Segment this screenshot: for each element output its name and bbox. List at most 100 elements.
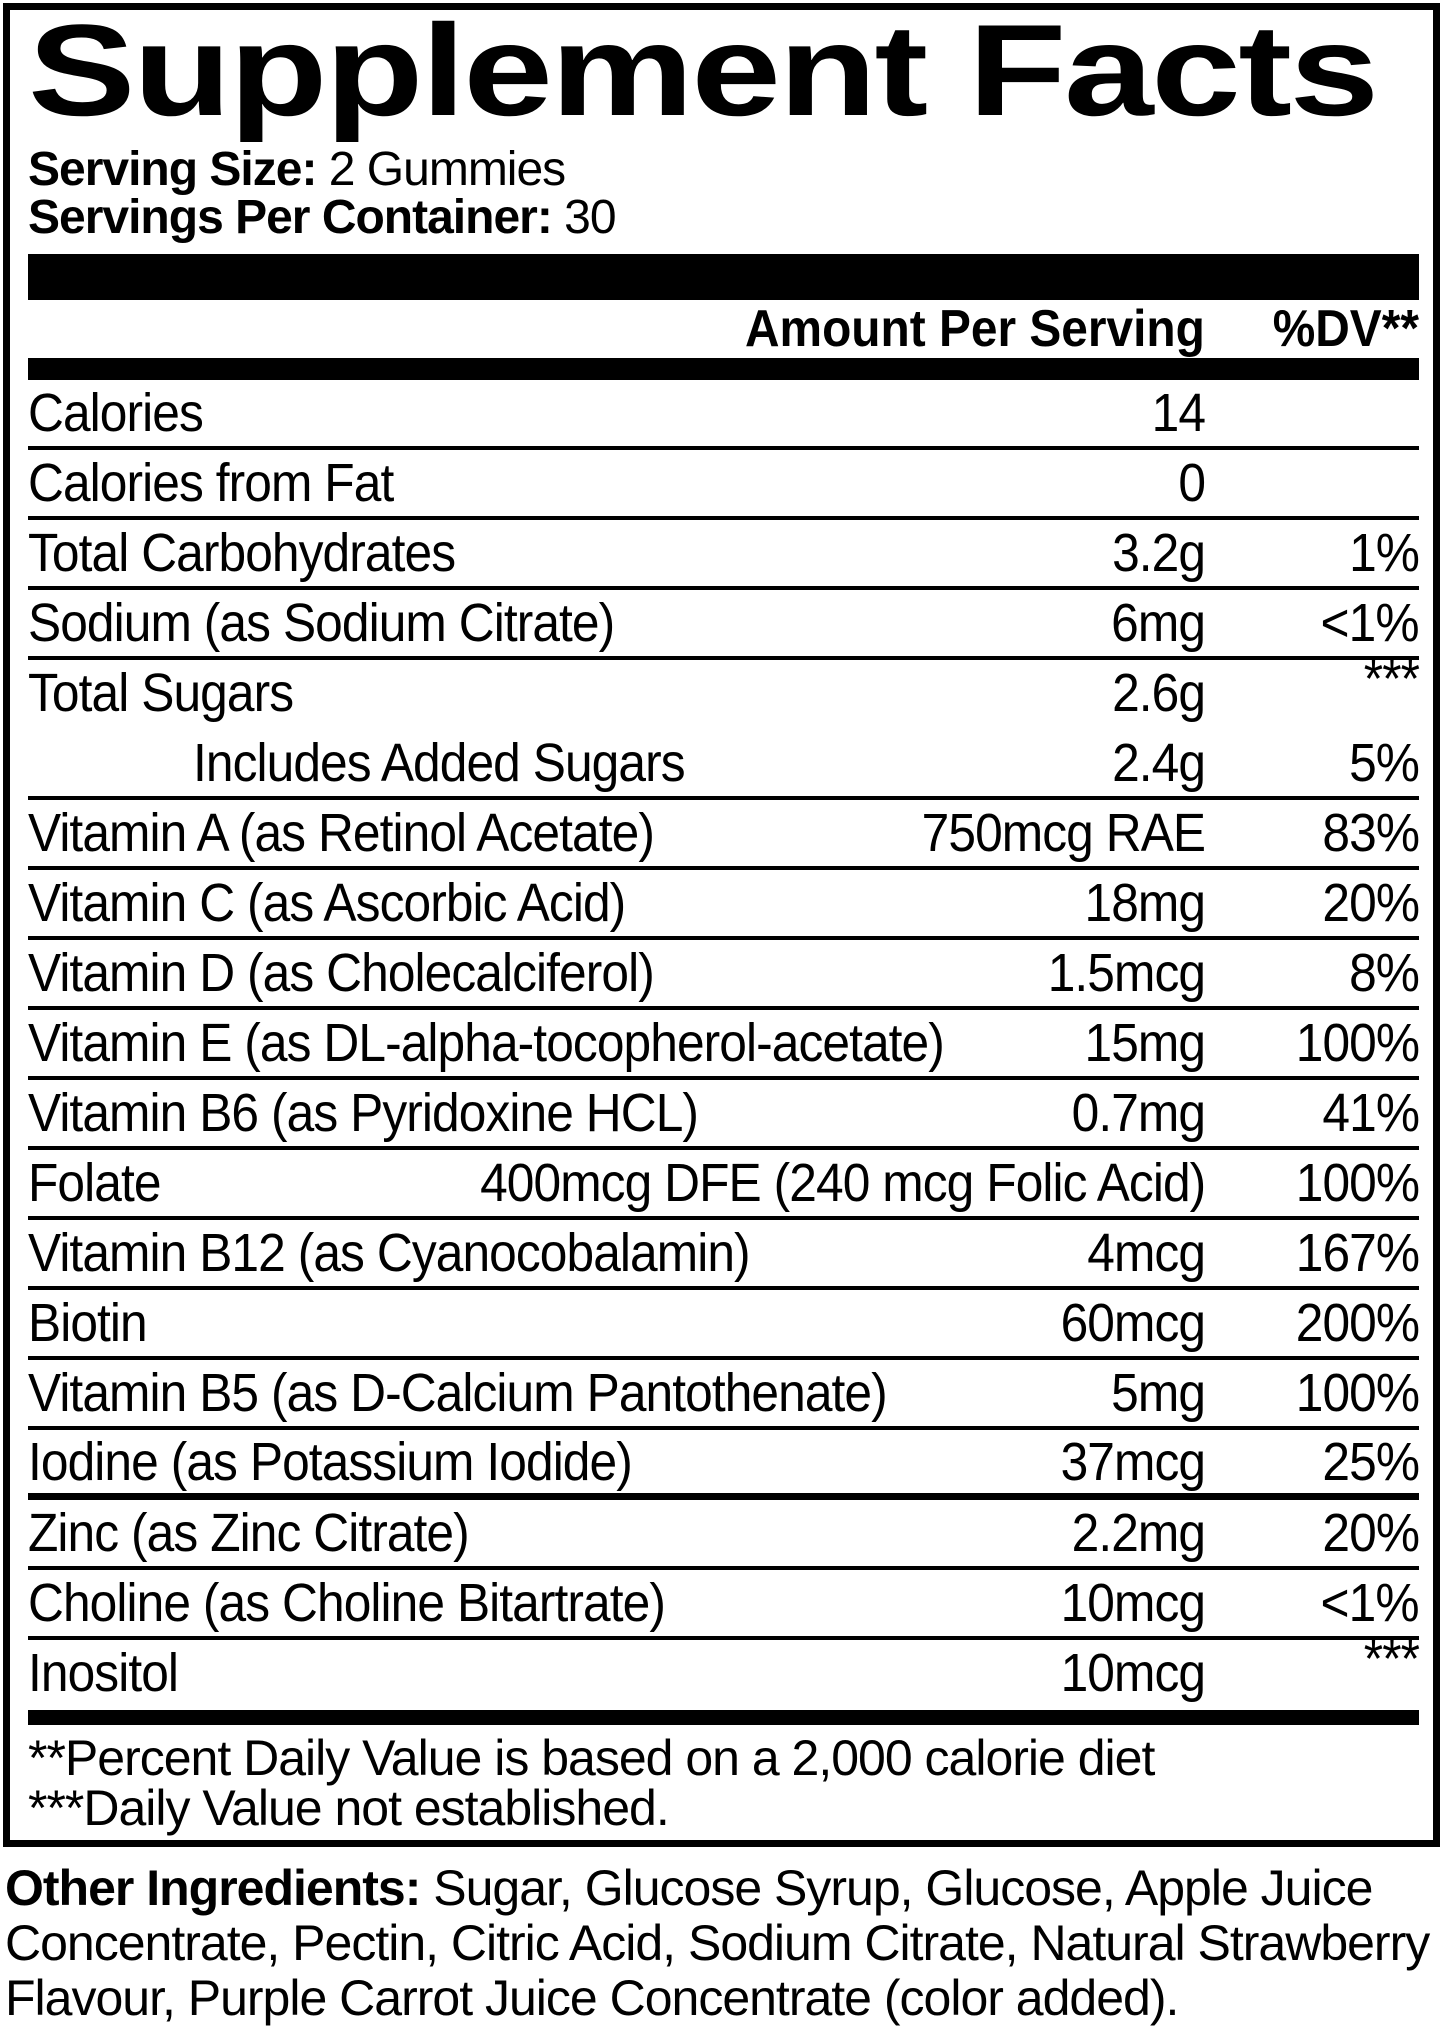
nutrient-name: Total Sugars [28,663,294,723]
nutrient-dv: 100% [1295,1153,1420,1213]
nutrient-name-cell: Vitamin B5 (as D-Calcium Pantothenate) [28,1362,961,1424]
nutrient-amount: 6mg [1111,593,1206,653]
nutrient-name: Sodium (as Sodium Citrate) [28,593,615,653]
nutrient-dv-cell: 5% [1205,732,1420,794]
nutrient-name-cell: Total Sugars [28,662,316,724]
nutrient-name: Vitamin B6 (as Pyridoxine HCL) [28,1083,699,1143]
nutrient-name: Calories from Fat [28,453,394,513]
serving-size-value: 2 Gummies [316,143,566,196]
nutrient-dv-cell: 100% [1205,1362,1420,1424]
nutrient-dv: 20% [1322,873,1420,933]
nutrient-dv-cell: 1% [1205,522,1420,584]
nutrient-name-cell: Vitamin B6 (as Pyridoxine HCL) [28,1082,756,1144]
nutrient-amount-cell: 3.2g [1104,522,1206,584]
table-row: Vitamin A (as Retinol Acetate) 750mcg RA… [28,800,1420,870]
nutrient-amount: 2.2mg [1071,1503,1206,1563]
dv-column-header: %DV** [1272,300,1419,358]
table-row: Calories from Fat 0 [28,450,1419,520]
serving-size-line: Serving Size: 2 Gummies [28,146,1419,194]
separator-bar-bottom [28,1710,1419,1725]
nutrient-dv: 83% [1322,803,1420,863]
nutrient-amount-cell: 400mcg DFE (240 mcg Folic Acid) [417,1152,1206,1214]
nutrient-name-cell: Sodium (as Sodium Citrate) [28,592,665,654]
table-row: Choline (as Choline Bitartrate) 10mcg <1… [28,1570,1420,1640]
nutrient-amount-cell: 0.7mg [1060,1082,1206,1144]
nutrient-table-body: Calories 14 Calories from Fat 0 Total Ca… [28,380,1420,1710]
servings-per-container-label: Servings Per Container: [28,191,553,244]
nutrient-name: Includes Added Sugars [193,733,686,793]
nutrient-amount-cell: 4mcg [1077,1222,1206,1284]
nutrient-amount-cell: 750mcg RAE [897,802,1205,864]
nutrient-dv: 200% [1295,1293,1420,1353]
nutrient-dv-cell: 100% [1205,1012,1420,1074]
nutrient-amount: 0.7mg [1071,1083,1206,1143]
panel-title: Supplement Facts [28,0,1379,143]
nutrient-name-cell: Vitamin B12 (as Cyanocobalamin) [28,1222,812,1284]
nutrient-dv-cell: 100% [1205,1152,1420,1214]
nutrient-amount: 37mcg [1060,1431,1205,1492]
table-row: Calories 14 [28,380,1419,450]
nutrient-dv-cell [1205,382,1419,444]
nutrient-dv: 100% [1295,1363,1420,1423]
serving-size-label: Serving Size: [28,143,317,196]
nutrient-dv: 100% [1295,1013,1420,1073]
nutrient-dv-cell: <1% [1205,592,1420,654]
nutrient-amount: 4mcg [1087,1223,1206,1283]
nutrient-name: Zinc (as Zinc Citrate) [28,1503,470,1563]
other-ingredients-label: Other Ingredients: [5,1860,421,1916]
nutrient-amount: 2.6g [1111,663,1206,723]
nutrient-dv-cell: *** [1205,1629,1420,1704]
nutrient-amount-cell: 2.6g [1104,662,1206,724]
nutrient-name-cell: Calories from Fat [28,452,425,514]
nutrient-name-cell: Folate [28,1152,172,1214]
nutrient-amount: 14 [1151,383,1206,443]
nutrient-dv-cell: 25% [1205,1431,1420,1493]
nutrient-amount-cell: 10mcg [1048,1642,1205,1704]
footnote-percent-dv: **Percent Daily Value is based on a 2,00… [28,1730,1155,1786]
table-row: Includes Added Sugars 2.4g 5% [28,730,1420,800]
other-ingredients-text: Sugar, Glucose Syrup, Glucose, Apple Jui… [5,1860,1430,2026]
table-row: Folate 400mcg DFE (240 mcg Folic Acid) 1… [28,1150,1420,1220]
nutrient-name-cell: Choline (as Choline Bitartrate) [28,1572,720,1634]
nutrient-name-cell: Vitamin E (as DL-alpha-tocopherol-acetat… [28,1012,1024,1074]
table-row: Vitamin D (as Cholecalciferol) 1.5mcg 8% [28,940,1420,1010]
table-row: Total Carbohydrates 3.2g 1% [28,520,1420,590]
nutrient-dv-cell: 83% [1205,802,1420,864]
nutrient-amount: 3.2g [1111,523,1206,583]
table-row: Vitamin E (as DL-alpha-tocopherol-acetat… [28,1010,1420,1080]
table-row: Sodium (as Sodium Citrate) 6mg <1% [28,590,1420,660]
nutrient-name: Total Carbohydrates [28,523,456,583]
nutrient-dv: 1% [1349,523,1420,583]
nutrient-dv-cell: *** [1205,649,1420,724]
nutrient-dv-cell: <1% [1205,1572,1420,1634]
nutrient-dv-cell: 8% [1205,942,1420,1004]
nutrient-amount-cell: 5mg [1103,1362,1206,1424]
nutrient-name-cell: Vitamin D (as Cholecalciferol) [28,942,708,1004]
nutrient-amount: 400mcg DFE (240 mcg Folic Acid) [479,1153,1206,1213]
table-row: Biotin 60mcg 200% [28,1290,1420,1360]
table-row: Vitamin B12 (as Cyanocobalamin) 4mcg 167… [28,1220,1420,1290]
nutrient-amount-cell: 60mcg [1048,1292,1205,1354]
nutrient-dv: 167% [1295,1223,1420,1283]
nutrient-amount-cell: 18mg [1074,872,1206,934]
nutrient-name: Folate [28,1153,161,1213]
nutrient-name: Biotin [28,1293,148,1353]
nutrient-name-cell: Iodine (as Potassium Iodide) [28,1431,684,1493]
table-row: Vitamin C (as Ascorbic Acid) 18mg 20% [28,870,1420,940]
nutrient-amount: 5mg [1111,1363,1206,1423]
nutrient-dv-cell: 200% [1205,1292,1420,1354]
nutrient-amount: 1.5mcg [1047,943,1206,1003]
nutrient-name-cell: Inositol [28,1642,191,1704]
nutrient-name: Vitamin B12 (as Cyanocobalamin) [28,1223,751,1283]
servings-per-container-line: Servings Per Container: 30 [28,194,1419,242]
footnotes: **Percent Daily Value is based on a 2,00… [28,1725,1419,1833]
nutrient-dv-cell: 20% [1205,1502,1420,1564]
nutrient-dv-cell: 167% [1205,1222,1420,1284]
nutrient-name: Calories [28,383,204,443]
nutrient-amount-cell: 1.5mcg [1034,942,1206,1004]
nutrient-name: Vitamin B5 (as D-Calcium Pantothenate) [28,1363,888,1423]
nutrient-name-cell: Calories [28,382,218,444]
amount-column-header-cell: Amount Per Serving [705,299,1205,359]
nutrient-amount: 15mg [1084,1013,1206,1073]
